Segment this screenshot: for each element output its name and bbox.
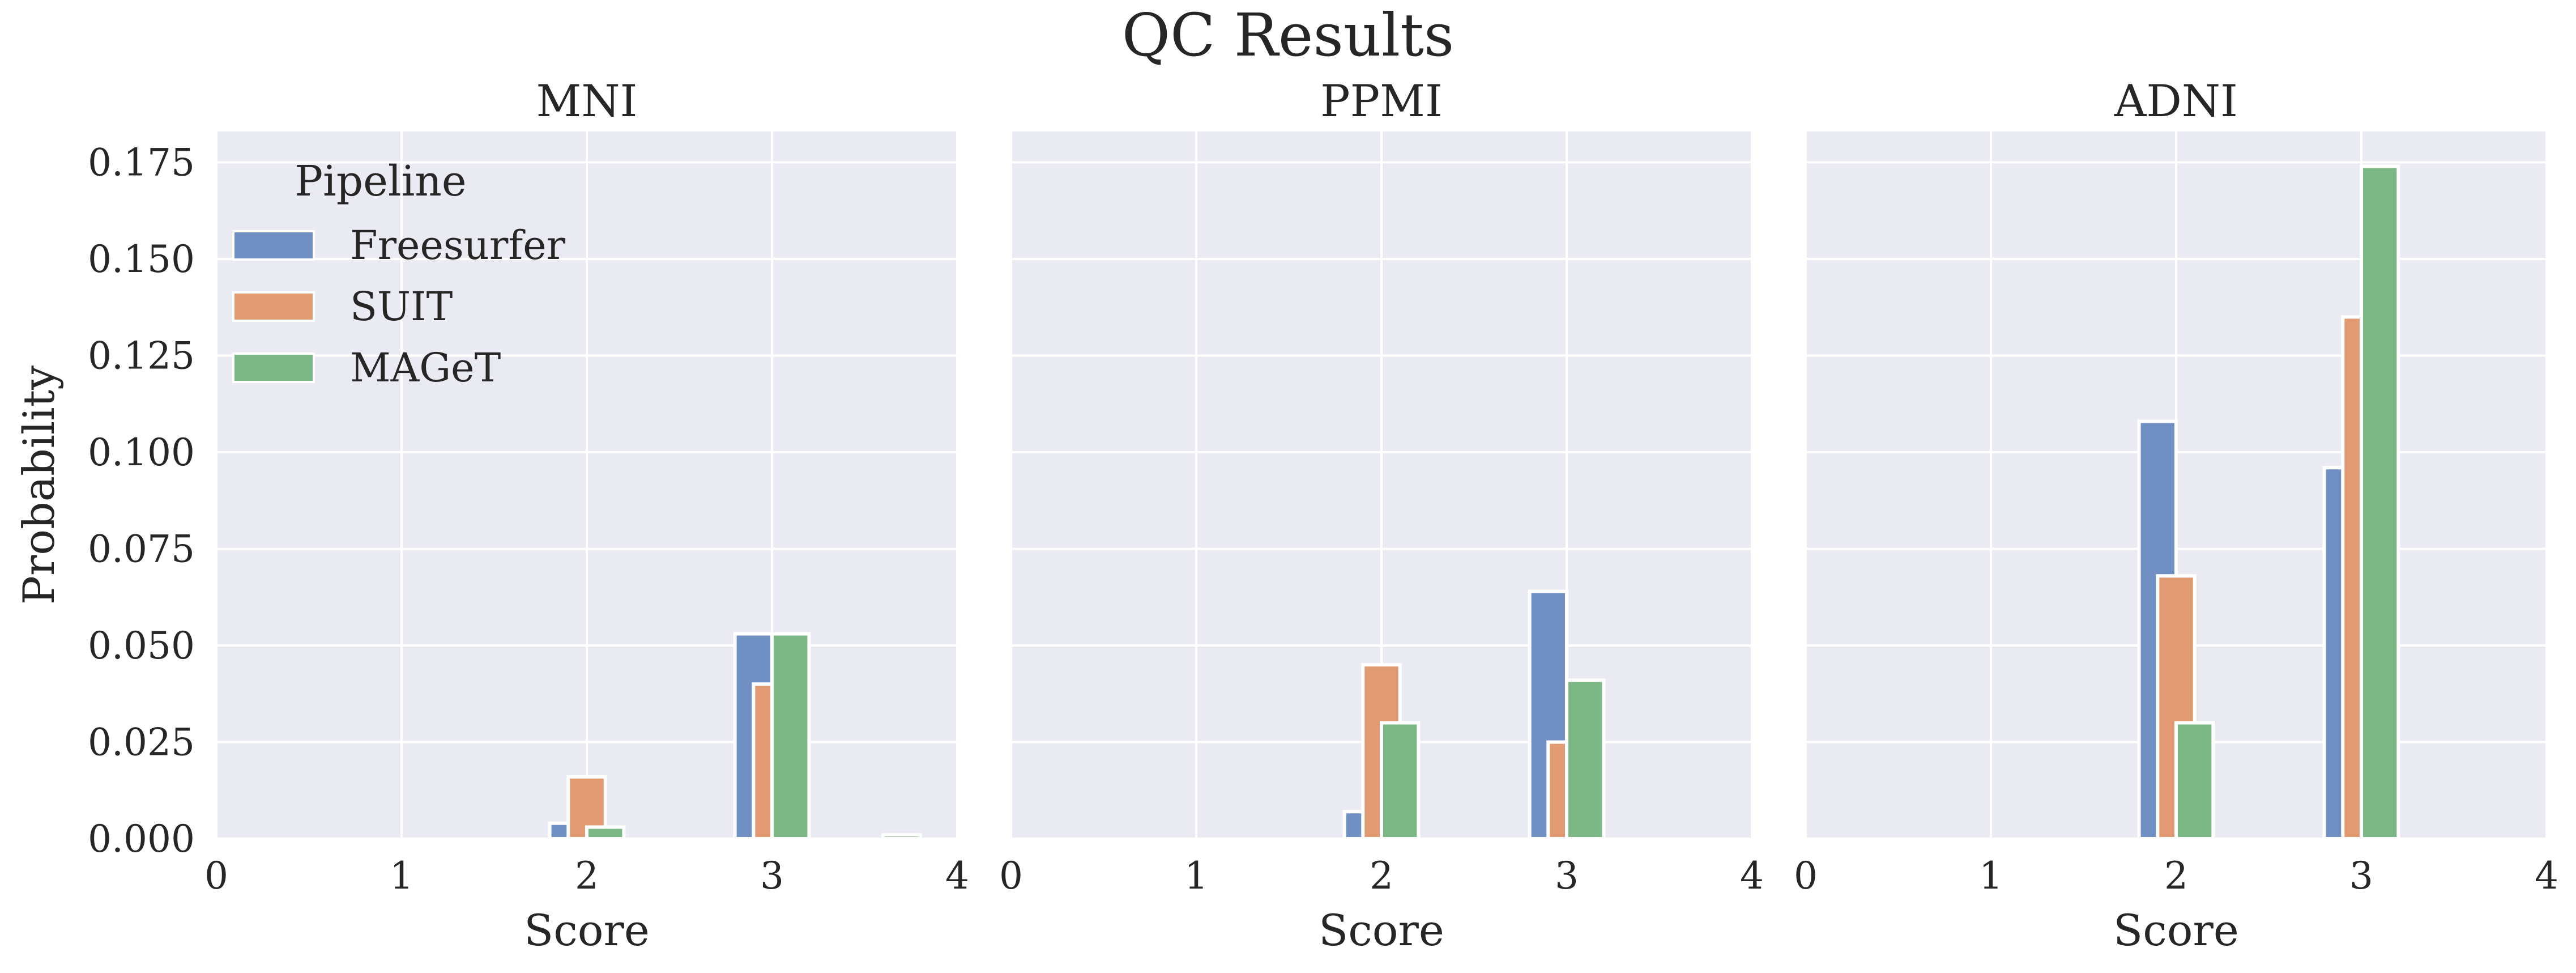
figure-title: QC Results	[1122, 1, 1455, 70]
y-tick-label: 0.000	[88, 817, 195, 861]
x-tick-label: 0	[1794, 854, 1818, 898]
x-tick-label: 3	[760, 854, 784, 898]
x-tick-label: 4	[1740, 854, 1764, 898]
x-tick-label: 0	[999, 854, 1023, 898]
x-tick-label: 3	[2349, 854, 2373, 898]
bar-adni-maget-2_1	[2174, 721, 2215, 840]
bar-ppmi-maget-3_1	[1565, 678, 1606, 840]
panel-adni: ADNI 0 1 2 3 4 Score	[1794, 76, 2558, 955]
legend-label-maget: MAGeT	[350, 345, 501, 391]
legend-swatch-suit	[232, 291, 315, 322]
x-tick-label: 2	[1370, 854, 1393, 898]
panel-title-mni: MNI	[536, 76, 638, 127]
x-tick-label: 3	[1555, 854, 1579, 898]
legend-title: Pipeline	[295, 157, 466, 206]
y-tick-label: 0.175	[88, 141, 195, 185]
y-tick-label: 0.100	[88, 431, 195, 474]
x-tick-label: 4	[945, 854, 969, 898]
y-tick-label: 0.125	[88, 334, 195, 378]
bar-mni-maget-2_1	[585, 825, 626, 841]
bar-mni-maget-3_1	[770, 632, 811, 840]
panel-mni: MNI 0 1 2 3 4 Score 0.000 0.025 0.050 0.075 0.100 0.…	[14, 76, 969, 955]
panel-ppmi: PPMI 0 1 2 3 4 Score	[999, 76, 1764, 955]
bar-ppmi-maget-2_1	[1380, 721, 1421, 840]
legend: Pipeline Freesurfer SUIT MAGeT	[232, 157, 566, 391]
x-axis-label: Score	[524, 905, 650, 955]
panel-title-adni: ADNI	[2114, 76, 2238, 127]
panel-title-ppmi: PPMI	[1320, 76, 1443, 127]
x-tick-label: 2	[2164, 854, 2188, 898]
legend-swatch-freesurfer	[232, 230, 315, 261]
y-tick-label: 0.050	[88, 624, 195, 668]
legend-label-freesurfer: Freesurfer	[350, 222, 566, 269]
x-tick-label: 2	[575, 854, 599, 898]
x-tick-label: 4	[2535, 854, 2558, 898]
bar-mni-maget-3_7	[881, 833, 922, 840]
x-tick-label: 0	[204, 854, 228, 898]
x-tick-label: 1	[1184, 854, 1208, 898]
x-axis-label: Score	[1319, 905, 1444, 955]
legend-swatch-maget	[232, 352, 315, 383]
y-tick-label: 0.025	[88, 721, 195, 764]
legend-label-suit: SUIT	[350, 283, 453, 330]
x-tick-label: 1	[1979, 854, 2003, 898]
x-axis-label: Score	[2113, 905, 2239, 955]
bar-adni-maget-3_1	[2360, 164, 2400, 840]
y-tick-label: 0.075	[88, 528, 195, 571]
x-tick-label: 1	[390, 854, 413, 898]
y-axis-label: Probability	[14, 366, 64, 605]
y-tick-label: 0.150	[88, 237, 195, 281]
